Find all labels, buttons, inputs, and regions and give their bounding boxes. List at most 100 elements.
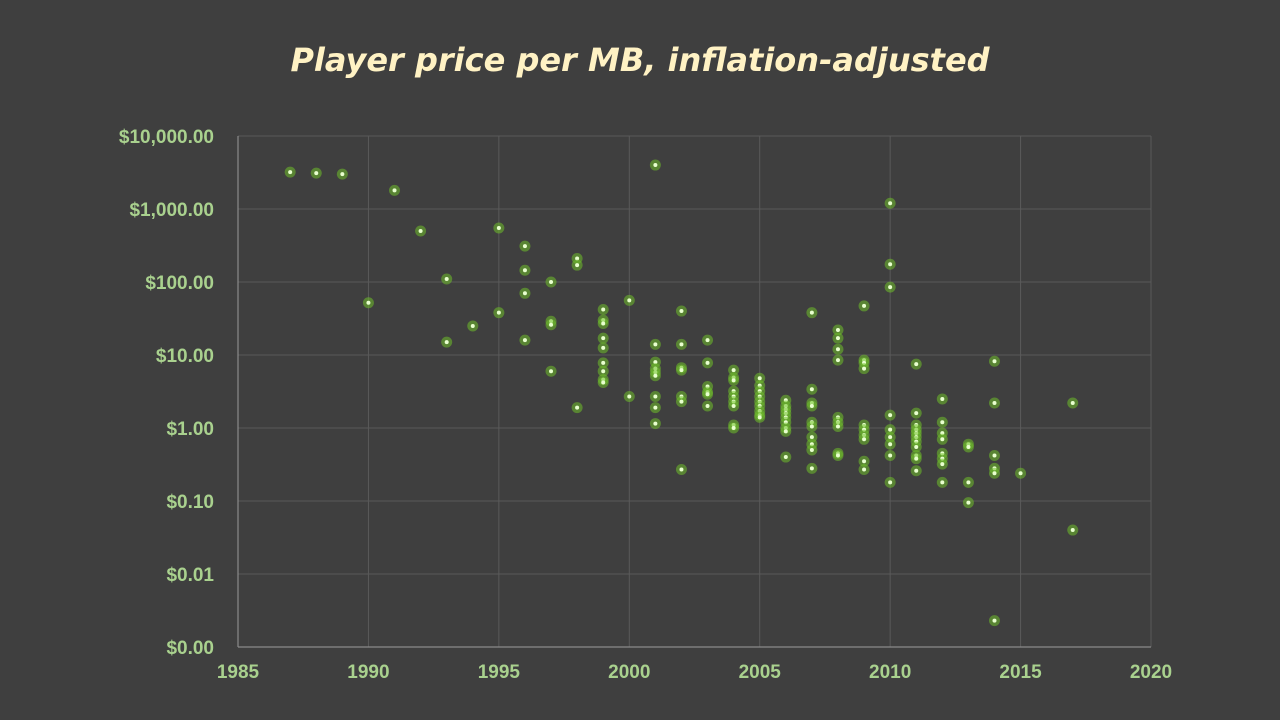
data-point <box>1015 467 1027 479</box>
data-point <box>806 462 818 474</box>
data-point <box>702 357 714 369</box>
data-point <box>884 197 896 209</box>
x-tick-labels: 1985 1990 1995 2000 2005 2010 2015 2020 <box>217 662 1172 683</box>
data-point <box>597 318 609 330</box>
data-point <box>806 420 818 432</box>
data-point <box>571 259 583 271</box>
data-point <box>493 222 505 234</box>
axes <box>237 136 1151 648</box>
data-point <box>910 358 922 370</box>
data-point <box>910 441 922 453</box>
data-point <box>884 450 896 462</box>
data-point <box>936 476 948 488</box>
data-point <box>571 402 583 414</box>
data-point <box>962 441 974 453</box>
data-points <box>284 159 1079 627</box>
x-tick-label: 1990 <box>347 662 389 683</box>
data-point <box>754 411 766 423</box>
data-point <box>649 338 661 350</box>
data-point <box>519 287 531 299</box>
data-point <box>962 476 974 488</box>
y-tick-label: $0.01 <box>166 565 214 586</box>
data-point <box>988 615 1000 627</box>
data-point <box>597 332 609 344</box>
x-tick-label: 1985 <box>217 662 260 683</box>
data-point <box>936 458 948 470</box>
data-point <box>962 497 974 509</box>
data-point <box>988 467 1000 479</box>
data-point <box>832 450 844 462</box>
x-tick-label: 2005 <box>739 662 782 683</box>
data-point <box>858 363 870 375</box>
data-point <box>623 391 635 403</box>
y-tick-label: $0.10 <box>166 492 214 513</box>
data-point <box>884 258 896 270</box>
data-point <box>702 400 714 412</box>
data-point <box>310 167 322 179</box>
data-point <box>806 444 818 456</box>
data-point <box>884 281 896 293</box>
data-point <box>702 334 714 346</box>
data-point <box>832 354 844 366</box>
data-point <box>884 476 896 488</box>
data-point <box>780 451 792 463</box>
data-point <box>728 400 740 412</box>
data-point <box>675 338 687 350</box>
data-point <box>858 464 870 476</box>
data-point <box>936 393 948 405</box>
x-tick-label: 2010 <box>869 662 911 683</box>
data-point <box>649 402 661 414</box>
data-point <box>884 438 896 450</box>
x-tick-label: 2000 <box>608 662 650 683</box>
data-point <box>988 397 1000 409</box>
data-point <box>545 365 557 377</box>
data-point <box>675 464 687 476</box>
data-point <box>545 319 557 331</box>
data-point <box>910 465 922 477</box>
data-point <box>597 304 609 316</box>
data-point <box>858 455 870 467</box>
data-point <box>806 400 818 412</box>
data-point <box>519 240 531 252</box>
data-point <box>649 418 661 430</box>
data-point <box>597 342 609 354</box>
data-point <box>415 225 427 237</box>
y-tick-label: $0.00 <box>166 638 214 659</box>
y-tick-labels: $0.00 $0.01 $0.10 $1.00 $10.00 $100.00 $1,000.… <box>119 127 215 659</box>
y-tick-label: $100.00 <box>145 273 214 294</box>
data-point <box>597 377 609 389</box>
data-point <box>832 332 844 344</box>
x-tick-label: 1995 <box>478 662 521 683</box>
data-point <box>832 343 844 355</box>
data-point <box>362 297 374 309</box>
data-point <box>623 294 635 306</box>
data-point <box>519 334 531 346</box>
y-tick-label: $10,000.00 <box>119 127 214 148</box>
data-point <box>780 425 792 437</box>
data-point <box>858 300 870 312</box>
data-point <box>728 422 740 434</box>
data-point <box>284 166 296 178</box>
data-point <box>441 273 453 285</box>
data-point <box>1067 524 1079 536</box>
data-point <box>467 320 479 332</box>
data-point <box>675 364 687 376</box>
data-point <box>988 355 1000 367</box>
data-point <box>910 453 922 465</box>
data-point <box>806 383 818 395</box>
data-point <box>545 276 557 288</box>
data-point <box>936 416 948 428</box>
chart-title: Player price per MB, inflation-adjusted <box>290 41 990 79</box>
data-point <box>988 450 1000 462</box>
data-point <box>389 184 401 196</box>
data-point <box>597 357 609 369</box>
data-point <box>519 264 531 276</box>
data-point <box>493 307 505 319</box>
x-tick-label: 2015 <box>999 662 1042 683</box>
data-point <box>675 396 687 408</box>
data-point <box>597 365 609 377</box>
y-tick-label: $1,000.00 <box>129 200 214 221</box>
data-point <box>649 391 661 403</box>
data-point <box>806 307 818 319</box>
data-point <box>832 420 844 432</box>
